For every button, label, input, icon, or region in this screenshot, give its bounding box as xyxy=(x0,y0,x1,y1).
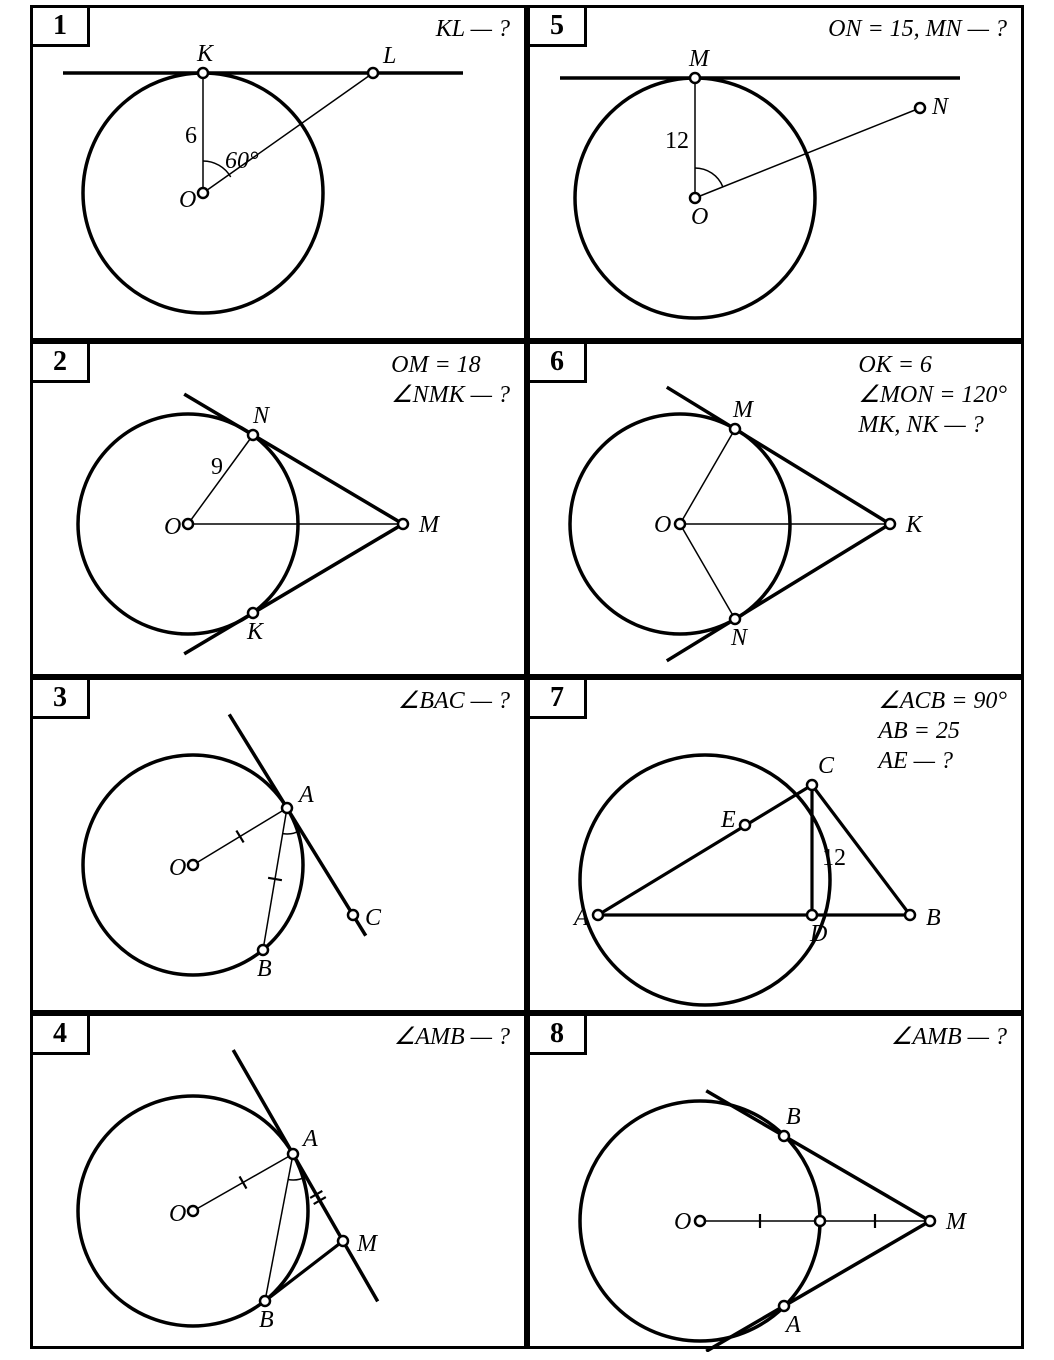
svg-text:M: M xyxy=(356,1231,379,1257)
diagram: O M N K xyxy=(530,344,1027,680)
svg-text:A: A xyxy=(297,782,314,808)
svg-text:60°: 60° xyxy=(225,148,259,174)
svg-text:N: N xyxy=(252,403,271,429)
svg-text:D: D xyxy=(809,921,827,947)
diagram: 9 O N K M xyxy=(33,344,530,680)
svg-text:M: M xyxy=(732,397,755,423)
diagram: 12 A B C D E xyxy=(530,680,1027,1016)
svg-text:A: A xyxy=(784,1312,801,1338)
svg-text:B: B xyxy=(926,905,941,931)
svg-text:L: L xyxy=(382,43,396,69)
problem-cell-8: 8∠AMB — ?OBAM xyxy=(527,1013,1024,1349)
problem-cell-4: 4∠AMB — ?OABM xyxy=(30,1013,527,1349)
diagram: 60° 6 K L O xyxy=(33,8,530,344)
svg-text:B: B xyxy=(786,1104,801,1130)
svg-text:A: A xyxy=(572,905,589,931)
problem-cell-5: 5ON = 15, MN — ?12MNO xyxy=(527,5,1024,341)
svg-text:C: C xyxy=(818,753,835,779)
svg-text:B: B xyxy=(257,956,272,982)
diagram: 12 M N O xyxy=(530,8,1027,344)
problem-cell-3: 3∠BAC — ?OABC xyxy=(30,677,527,1013)
svg-text:K: K xyxy=(246,619,265,645)
diagram: O A B M xyxy=(33,1016,530,1352)
svg-text:E: E xyxy=(720,807,736,833)
svg-text:O: O xyxy=(169,1201,186,1227)
problem-cell-6: 6OK = 6 ∠MON = 120° MK, NK — ?OMNK xyxy=(527,341,1024,677)
svg-text:C: C xyxy=(365,905,382,931)
svg-text:O: O xyxy=(179,187,196,213)
svg-text:6: 6 xyxy=(185,123,197,149)
problem-cell-7: 7∠ACB = 90° AB = 25 AE — ?12ABCDE xyxy=(527,677,1024,1013)
svg-text:M: M xyxy=(688,46,711,72)
svg-text:12: 12 xyxy=(822,845,846,871)
svg-text:O: O xyxy=(164,514,181,540)
svg-text:B: B xyxy=(259,1307,274,1333)
svg-text:M: M xyxy=(418,512,441,538)
svg-text:O: O xyxy=(169,855,186,881)
svg-text:K: K xyxy=(196,41,215,67)
diagram: O B A M xyxy=(530,1016,1027,1352)
svg-text:O: O xyxy=(674,1209,691,1235)
svg-text:K: K xyxy=(905,512,924,538)
svg-text:M: M xyxy=(945,1209,968,1235)
problem-cell-2: 2OM = 18 ∠NMK — ?9ONKM xyxy=(30,341,527,677)
svg-text:O: O xyxy=(691,204,708,230)
svg-text:N: N xyxy=(931,94,950,120)
svg-text:N: N xyxy=(730,625,749,651)
svg-text:9: 9 xyxy=(211,454,223,480)
diagram: O A B C xyxy=(33,680,530,1016)
svg-text:12: 12 xyxy=(665,128,689,154)
svg-text:A: A xyxy=(301,1126,318,1152)
problem-cell-1: 1KL — ?60°6KLO xyxy=(30,5,527,341)
svg-text:O: O xyxy=(654,512,671,538)
